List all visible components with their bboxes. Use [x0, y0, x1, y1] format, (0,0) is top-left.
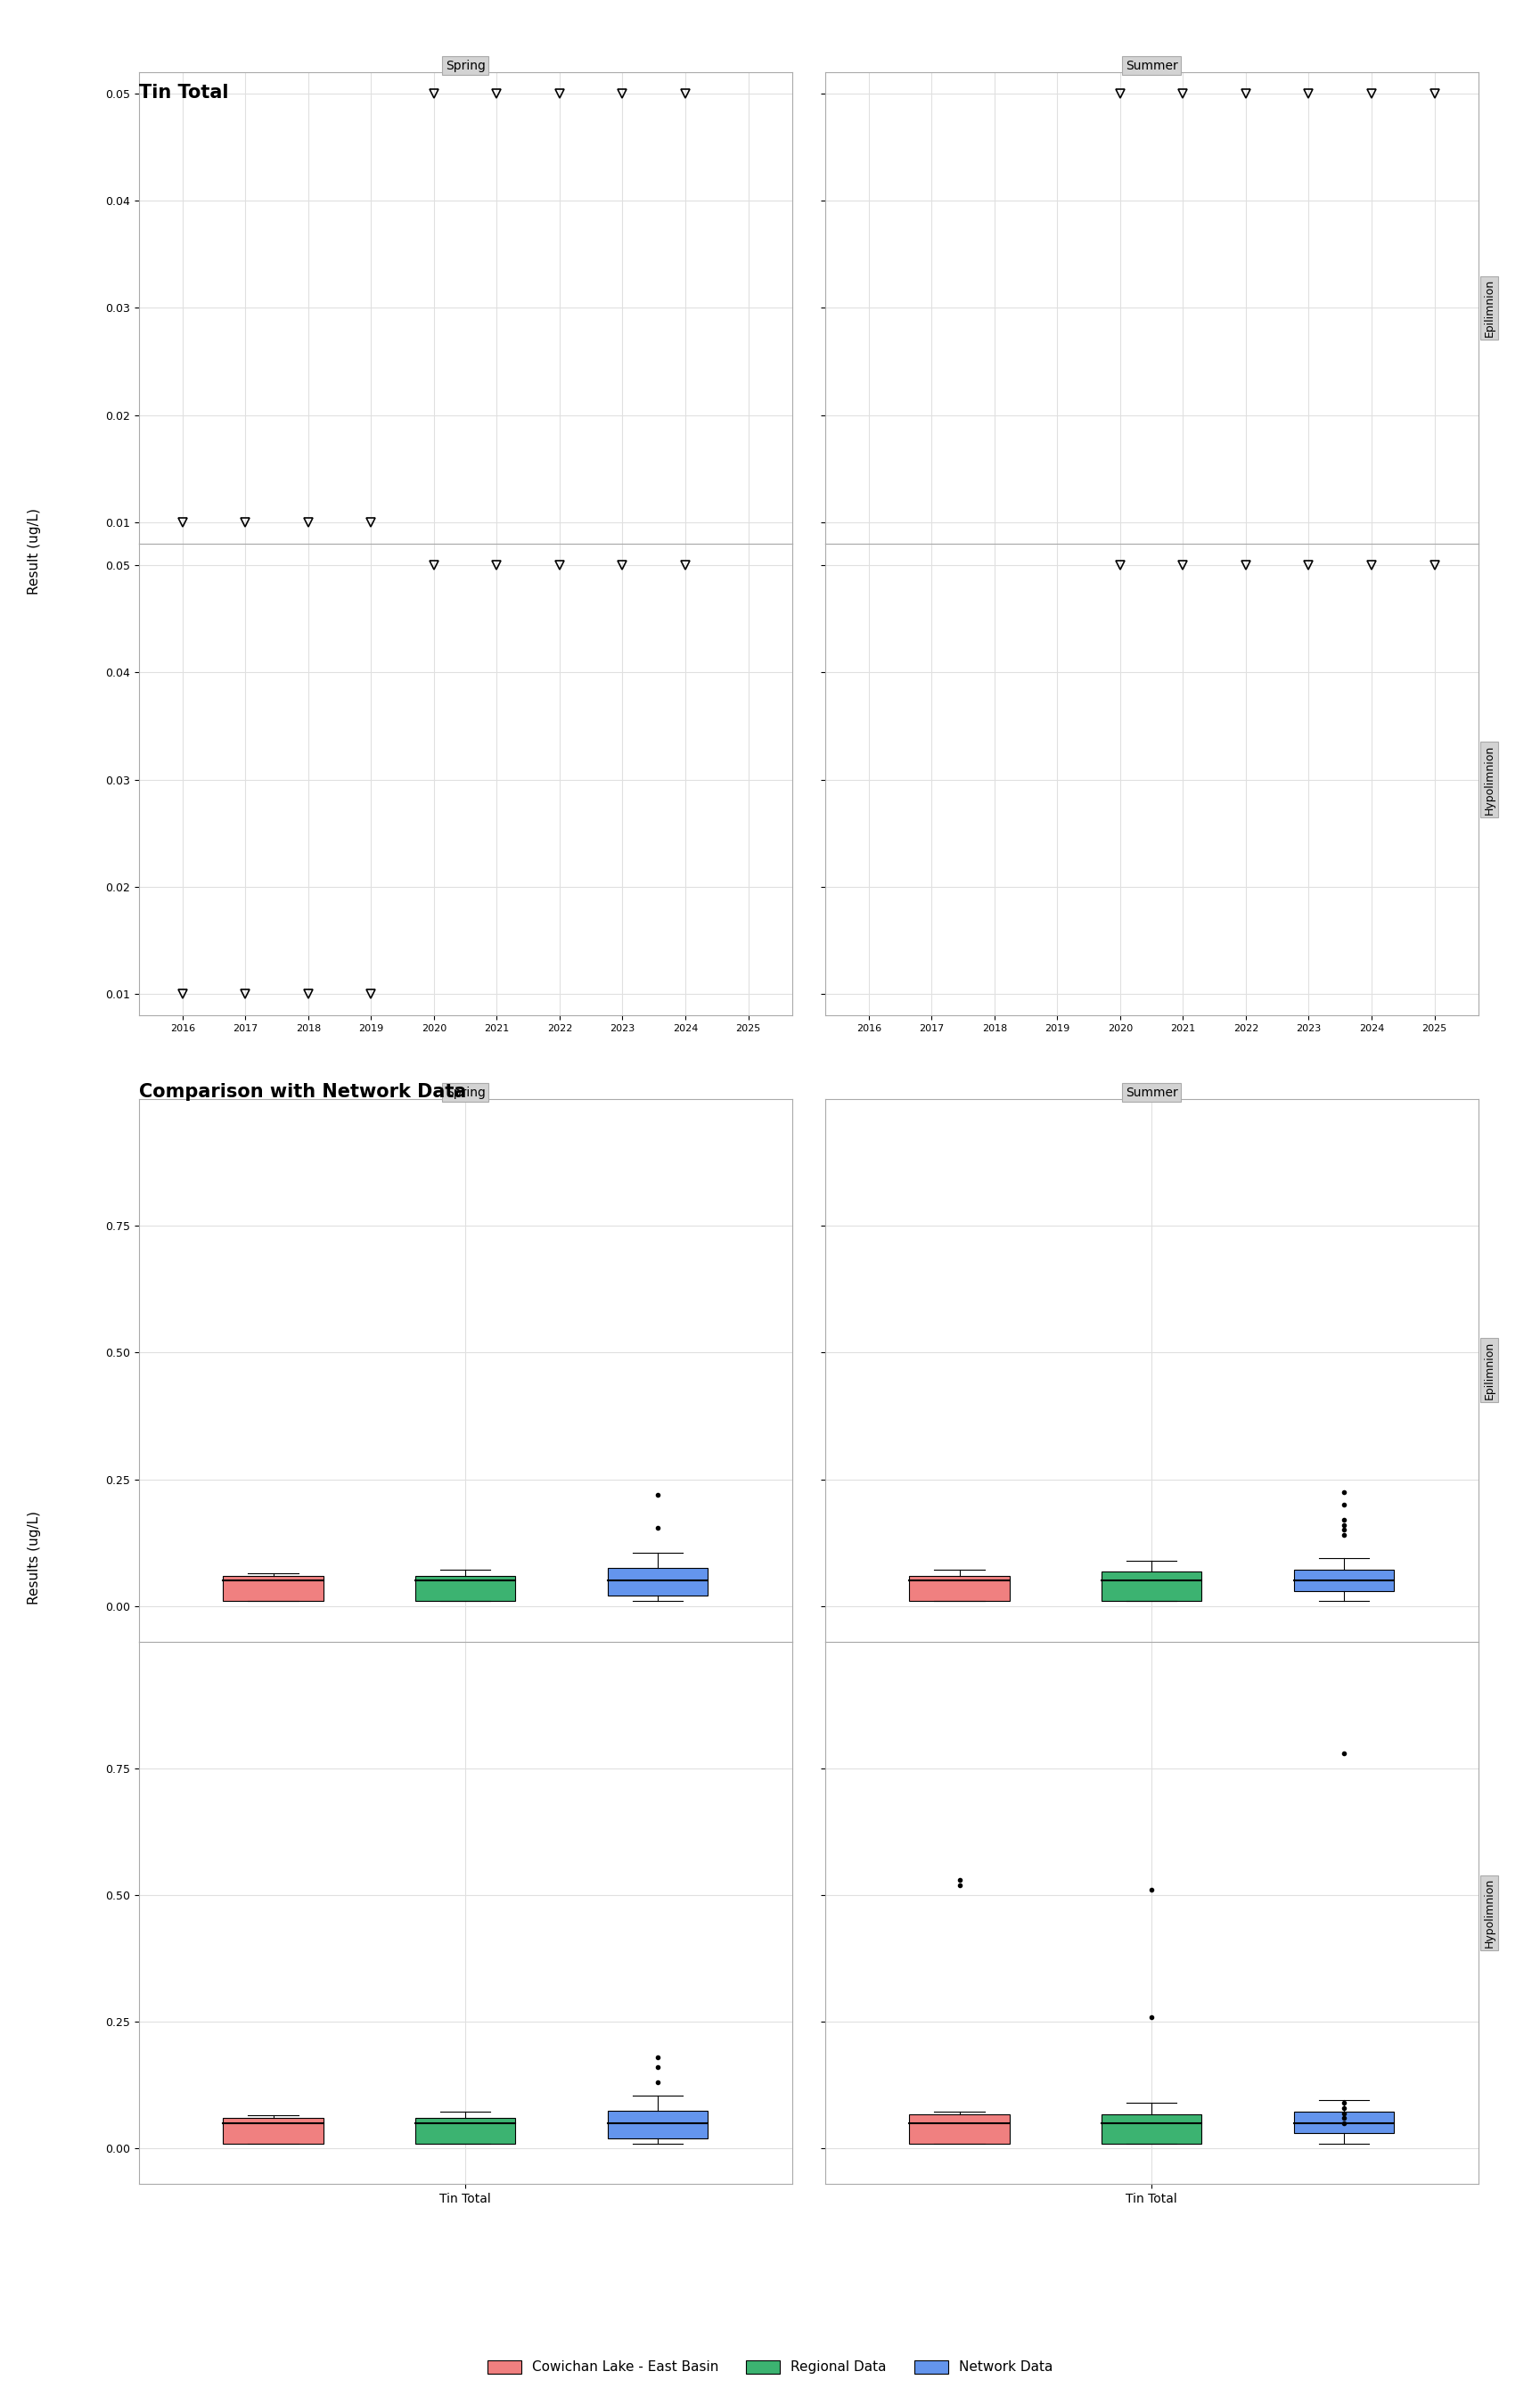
Y-axis label: Hypolimnion: Hypolimnion: [1483, 1878, 1495, 1948]
Bar: [416, 2118, 516, 2144]
Legend: Cowichan Lake - East Basin, Regional Data, Network Data: Cowichan Lake - East Basin, Regional Dat…: [482, 2355, 1058, 2379]
Bar: [608, 2111, 707, 2140]
Title: Summer: Summer: [1126, 1085, 1178, 1100]
Y-axis label: Epilimnion: Epilimnion: [1483, 1342, 1495, 1399]
Bar: [1101, 1572, 1201, 1601]
Bar: [1101, 2113, 1201, 2144]
Text: Tin Total: Tin Total: [139, 84, 228, 101]
Bar: [416, 1577, 516, 1601]
Bar: [223, 1577, 323, 1601]
Bar: [1294, 1569, 1394, 1591]
Y-axis label: Hypolimnion: Hypolimnion: [1483, 745, 1495, 815]
Y-axis label: Epilimnion: Epilimnion: [1483, 278, 1495, 338]
Bar: [608, 1567, 707, 1596]
Title: Summer: Summer: [1126, 60, 1178, 72]
Bar: [910, 2113, 1009, 2144]
Bar: [910, 1577, 1009, 1601]
Text: Results (ug/L): Results (ug/L): [28, 1509, 40, 1605]
Title: Spring: Spring: [445, 60, 485, 72]
Text: Result (ug/L): Result (ug/L): [28, 508, 40, 594]
Bar: [223, 2118, 323, 2144]
Title: Spring: Spring: [445, 1085, 485, 1100]
Text: Comparison with Network Data: Comparison with Network Data: [139, 1083, 467, 1100]
Bar: [1294, 2113, 1394, 2132]
